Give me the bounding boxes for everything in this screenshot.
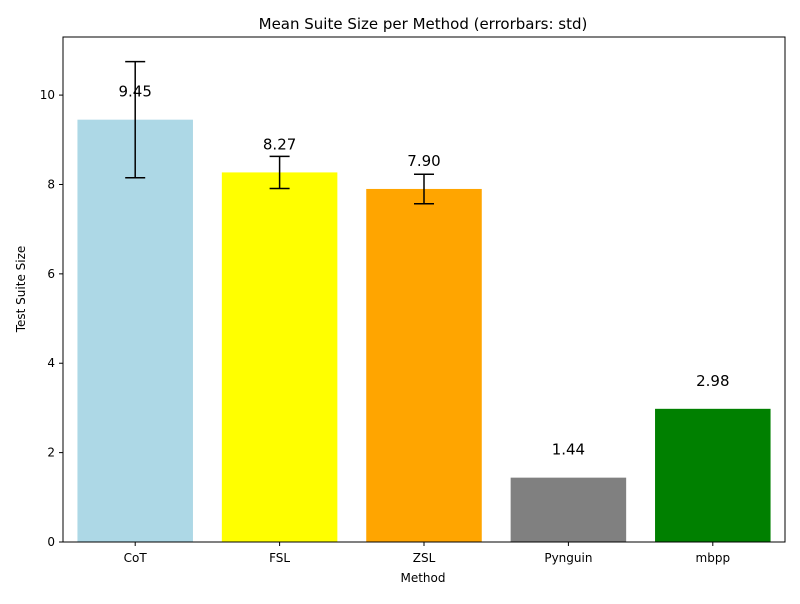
y-tick-label-2: 2 [47,446,55,460]
chart-title: Mean Suite Size per Method (errorbars: s… [259,15,588,33]
y-axis-label: Test Suite Size [14,246,28,334]
x-tick-label-mbpp: mbpp [696,551,731,565]
y-tick-label-8: 8 [47,177,55,191]
value-label-cot: 9.45 [118,83,151,101]
bar-zsl [366,188,482,542]
y-tick-label-6: 6 [47,267,55,281]
x-tick-label-cot: CoT [124,551,148,565]
bar-pynguin [510,477,627,542]
y-tick-label-4: 4 [47,356,55,370]
x-tick-label-fsl: FSL [269,551,290,565]
bar-mbpp [655,408,771,542]
x-tick-label-pynguin: Pynguin [544,551,592,565]
x-axis: CoT FSL ZSL Pynguin mbpp [124,542,730,565]
x-axis-label: Method [400,571,445,585]
value-label-pynguin: 1.44 [552,441,585,459]
x-tick-label-zsl: ZSL [413,551,436,565]
y-tick-label-10: 10 [40,88,55,102]
value-label-zsl: 7.90 [407,152,440,170]
value-label-mbpp: 2.98 [696,372,729,390]
value-labels-layer: 9.45 8.27 7.90 1.44 2.98 [118,83,729,459]
errorbars-layer [125,60,434,205]
y-axis: 0 2 4 6 8 10 [40,88,63,549]
bars-layer [77,119,771,542]
plot-frame [62,36,786,543]
bar-fsl [221,172,338,542]
bar-cot [77,119,193,542]
value-label-fsl: 8.27 [263,135,296,153]
y-tick-label-0: 0 [47,535,55,549]
